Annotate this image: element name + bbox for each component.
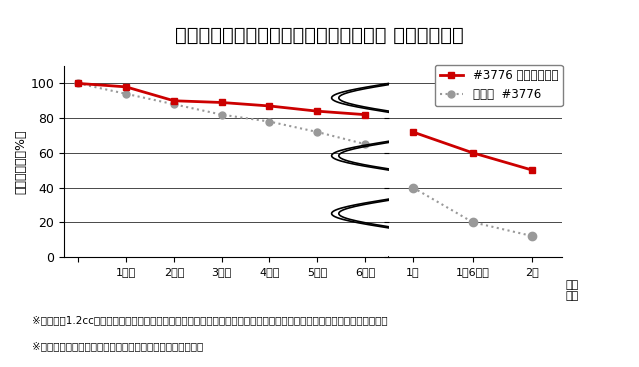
Legend: #3776 センチュリー, 従来型  #3776: #3776 センチュリー, 従来型 #3776 [435, 65, 563, 106]
Text: ※キャップが完全に止まるまで閉じた状態での条件にする。: ※キャップが完全に止まるまで閉じた状態での条件にする。 [32, 341, 203, 351]
Y-axis label: インク残量（%）: インク残量（%） [15, 129, 27, 194]
Text: ※満タン（1.2cc）のインクカートリッジを差し筆記出来るのを確認後、室温（冷暗所）で横向き（寝かせて）放置する。: ※満タン（1.2cc）のインクカートリッジを差し筆記出来るのを確認後、室温（冷暗… [32, 316, 388, 326]
Text: 放置
時間: 放置 時間 [566, 280, 579, 301]
Text: キャップをした状態で本製品の経時試験 インク量結果: キャップをした状態で本製品の経時試験 インク量結果 [175, 26, 464, 45]
